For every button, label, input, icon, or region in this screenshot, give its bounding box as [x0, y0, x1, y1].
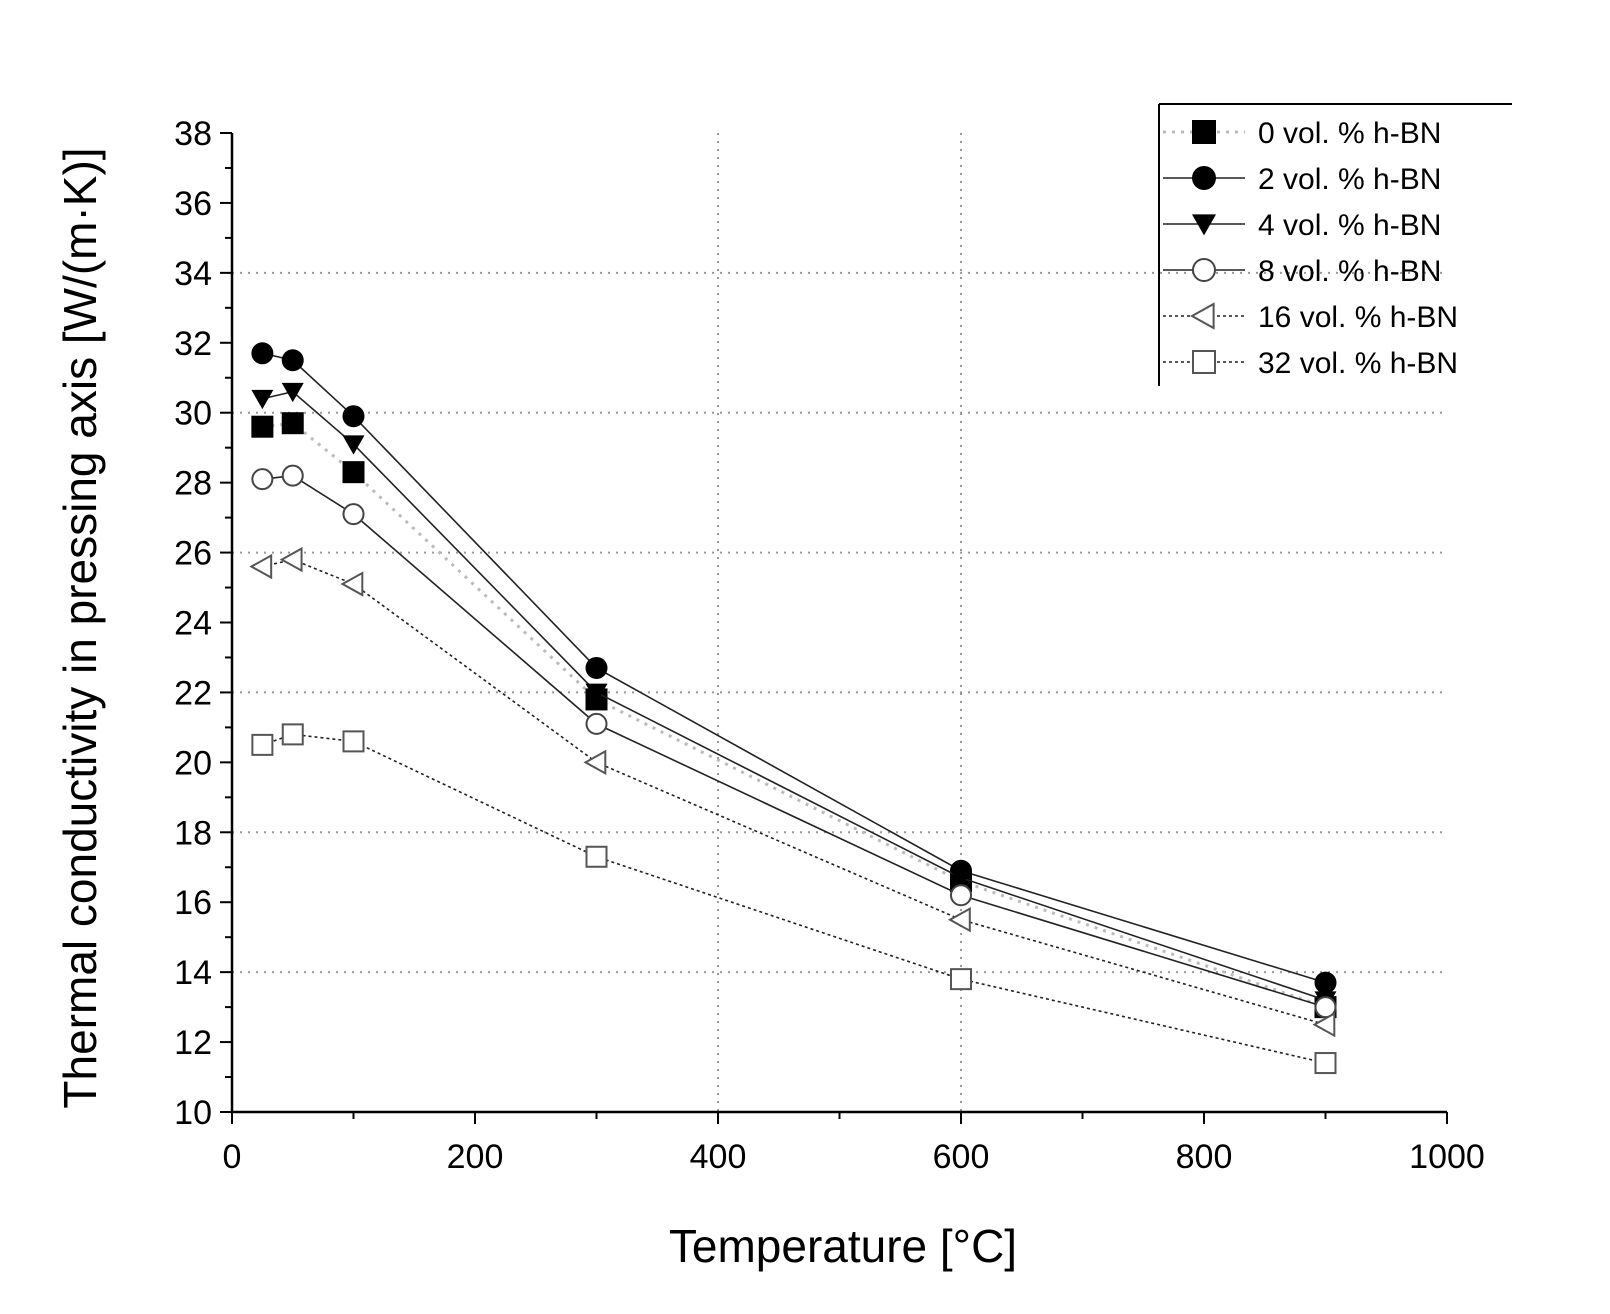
series-5 [251, 723, 1337, 1075]
data-point [281, 464, 304, 487]
y-tick-label: 22 [174, 674, 212, 712]
series-3 [251, 464, 1337, 1019]
legend-label: 32 vol. % h-BN [1258, 347, 1458, 380]
data-point [251, 468, 274, 491]
x-tick-label: 1000 [1409, 1138, 1485, 1176]
data-point [340, 571, 364, 597]
data-point [279, 546, 303, 573]
x-tick-label: 200 [447, 1138, 504, 1176]
data-point [950, 884, 972, 907]
legend-label: 2 vol. % h-BN [1258, 163, 1441, 196]
data-point [281, 723, 304, 746]
y-tick-label: 38 [174, 115, 212, 153]
series-line [262, 421, 1326, 1009]
x-tick-label: 800 [1176, 1138, 1233, 1176]
y-tick-label: 36 [174, 185, 212, 223]
legend-item-0: 0 vol. % h-BN [1163, 117, 1441, 150]
y-tick-label: 30 [174, 395, 212, 433]
series-1 [251, 342, 1337, 994]
data-point [585, 845, 608, 868]
series-line [262, 390, 1326, 1001]
legend-label: 4 vol. % h-BN [1258, 209, 1441, 242]
y-axis-title: Thermal conductivity in pressing axis [W… [54, 147, 106, 1108]
data-point [251, 389, 274, 410]
y-tick-label: 14 [174, 954, 212, 992]
data-point [950, 968, 972, 991]
data-point [342, 503, 365, 526]
y-tick-label: 28 [174, 465, 212, 503]
x-tick-label: 400 [690, 1138, 747, 1176]
data-point [1314, 996, 1337, 1019]
series-line [262, 733, 1326, 1064]
y-tick-label: 26 [174, 535, 212, 573]
data-point [342, 461, 365, 484]
y-tick-label: 18 [174, 814, 212, 852]
y-tick-label: 10 [174, 1094, 212, 1132]
data-point [251, 733, 274, 756]
data-point [585, 712, 608, 735]
data-point [1192, 214, 1216, 236]
data-point [1192, 350, 1216, 374]
legend-label: 0 vol. % h-BN [1258, 117, 1441, 150]
data-point [342, 405, 365, 428]
data-point [251, 342, 274, 365]
series-2 [251, 382, 1337, 1011]
data-point [585, 656, 608, 679]
data-point [342, 435, 365, 455]
data-point [249, 553, 273, 580]
y-tick-label: 12 [174, 1024, 212, 1062]
legend-label: 8 vol. % h-BN [1258, 255, 1441, 288]
y-tick-label: 32 [174, 325, 212, 363]
legend-item-4: 16 vol. % h-BN [1163, 301, 1458, 334]
series-4 [249, 546, 1336, 1038]
data-point [585, 683, 608, 703]
data-point [1192, 166, 1216, 190]
legend-item-2: 4 vol. % h-BN [1163, 209, 1441, 242]
data-point [1192, 258, 1216, 282]
data-point [281, 412, 304, 435]
legend-item-5: 32 vol. % h-BN [1163, 347, 1458, 380]
x-tick-label: 0 [223, 1138, 242, 1176]
legend: 0 vol. % h-BN 2 vol. % h-BN 4 vol. % h-BN 8… [1158, 103, 1512, 386]
x-tick-label: 600 [933, 1138, 990, 1176]
data-point [1192, 120, 1216, 144]
ticks: 0 200 400 600 800 1000 10 12 14 16 18 20 22 24 26 28 30 3… [174, 115, 1485, 1176]
data-point [1314, 1052, 1337, 1075]
grid [232, 133, 1447, 1112]
y-tick-label: 24 [174, 605, 212, 643]
data-point [1189, 302, 1215, 330]
data-point [281, 349, 304, 372]
y-tick-label: 20 [174, 744, 212, 782]
data-point [1314, 971, 1337, 994]
series-line [262, 352, 1326, 984]
y-tick-label: 34 [174, 255, 212, 293]
legend-item-1: 2 vol. % h-BN [1163, 163, 1441, 196]
legend-label: 16 vol. % h-BN [1258, 301, 1458, 334]
data-point [342, 730, 365, 753]
data-point [583, 749, 607, 776]
data-point [947, 906, 971, 933]
series-line [262, 474, 1326, 1008]
series-0 [251, 412, 1337, 1019]
data-point [281, 382, 304, 403]
y-tick-label: 16 [174, 884, 212, 922]
series [249, 342, 1337, 1075]
data-point [950, 868, 972, 889]
data-point [1312, 1011, 1336, 1038]
data-point [251, 415, 274, 438]
x-axis-title: Temperature [°C] [669, 1220, 1017, 1272]
legend-item-3: 8 vol. % h-BN [1163, 255, 1441, 288]
